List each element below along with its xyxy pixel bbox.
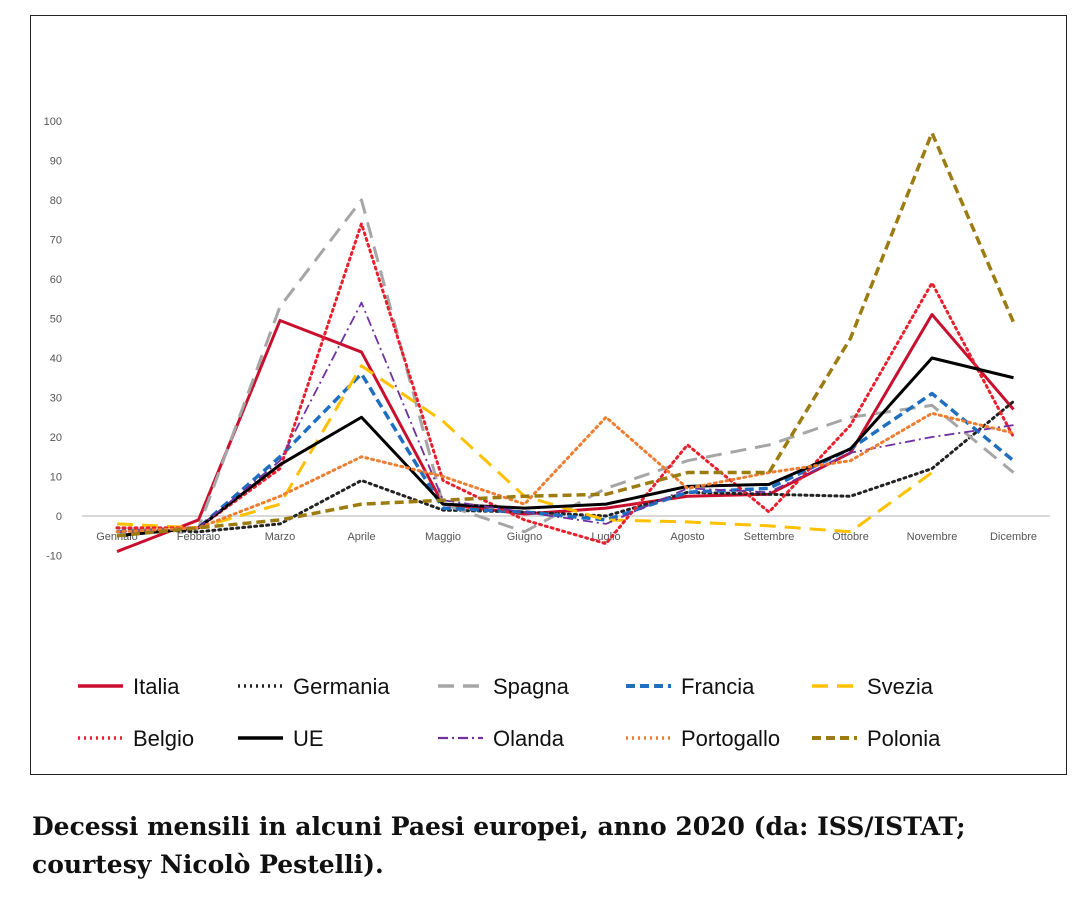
x-tick-label: Settembre: [744, 531, 795, 543]
x-tick-label: Agosto: [670, 531, 704, 543]
series-line-spagna: [116, 198, 1015, 538]
series-line-polonia: [116, 131, 1016, 538]
y-tick-label: 60: [50, 274, 62, 286]
series-line-portogallo: [115, 411, 1015, 534]
y-tick-label: 100: [44, 116, 62, 128]
legend-label: Svezia: [867, 674, 934, 699]
series-line-ue: [116, 356, 1014, 538]
y-tick-label: 30: [50, 393, 62, 405]
x-tick-label: Novembre: [907, 531, 958, 543]
y-tick-label: 70: [50, 235, 62, 247]
legend-label: Polonia: [867, 726, 941, 751]
chart-frame: [30, 15, 1067, 775]
x-tick-label: Aprile: [347, 531, 375, 543]
y-tick-label: 40: [50, 353, 62, 365]
series-line-francia: [116, 372, 1015, 534]
x-tick-label: Febbraio: [177, 531, 220, 543]
y-tick-label: 10: [50, 472, 62, 484]
y-tick-label: -10: [46, 551, 62, 563]
y-tick-label: 80: [50, 195, 62, 207]
x-tick-label: Giugno: [507, 531, 542, 543]
series-line-olanda: [116, 301, 1014, 533]
legend-label: Olanda: [493, 726, 565, 751]
legend-label: Francia: [681, 674, 755, 699]
x-tick-label: Ottobre: [832, 531, 869, 543]
y-tick-label: 50: [50, 314, 62, 326]
legend-label: Spagna: [493, 674, 570, 699]
x-tick-label: Maggio: [425, 531, 461, 543]
legend-label: UE: [293, 726, 324, 751]
x-tick-label: Marzo: [265, 531, 296, 543]
figure-caption: Decessi mensili in alcuni Paesi europei,…: [32, 812, 966, 879]
legend-label: Italia: [133, 674, 180, 699]
legend-label: Belgio: [133, 726, 194, 751]
x-tick-label: Dicembre: [990, 531, 1037, 543]
y-tick-label: 0: [56, 511, 62, 523]
y-tick-label: 90: [50, 156, 62, 168]
series-line-germania: [115, 399, 1015, 534]
legend-label: Portogallo: [681, 726, 780, 751]
y-tick-label: 20: [50, 432, 62, 444]
legend-label: Germania: [293, 674, 390, 699]
series-line-belgio: [115, 222, 1015, 546]
series-line-italia: [116, 313, 1015, 553]
